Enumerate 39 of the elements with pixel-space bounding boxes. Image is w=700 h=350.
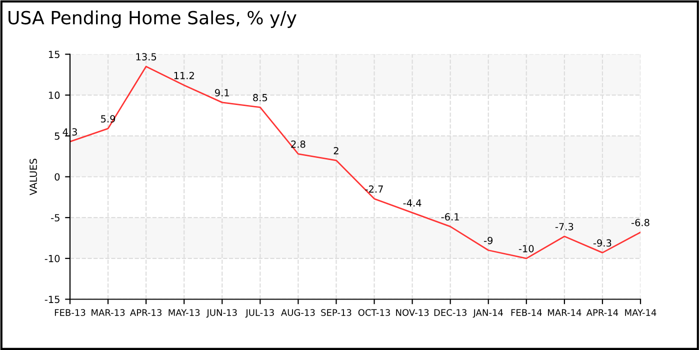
x-tick-label: JUN-13: [206, 309, 237, 318]
y-tick-label: 10: [48, 92, 60, 99]
data-label: 8.5: [253, 94, 268, 102]
x-tick-label: MAR-13: [92, 309, 125, 316]
y-tick-label: -10: [44, 254, 60, 262]
x-tick-label: FEB-14: [511, 309, 542, 316]
data-label: 2: [334, 147, 338, 154]
data-label: -6.1: [441, 213, 459, 221]
data-label: 13.5: [136, 53, 156, 60]
y-tick-label: -15: [44, 296, 60, 304]
data-label: -9: [484, 236, 493, 244]
y-tick-label: -5: [51, 214, 60, 222]
chart-title: USA Pending Home Sales, % y/y: [8, 10, 296, 28]
y-axis-title: VALUES: [30, 158, 37, 196]
data-label: -2.7: [365, 185, 383, 193]
y-tick-label: 0: [54, 173, 60, 181]
x-tick-label: SEP-13: [321, 309, 352, 316]
x-tick-label: AUG-13: [281, 309, 315, 316]
x-tick-label: JAN-14: [472, 309, 503, 318]
data-label: -10: [518, 245, 534, 252]
data-label: -4.4: [403, 199, 422, 206]
x-tick-label: FEB-13: [54, 309, 86, 316]
x-tick-label: OCT-13: [358, 309, 390, 316]
data-label: 9.1: [215, 89, 229, 96]
x-tick-label: MAR-14: [548, 309, 582, 316]
y-tick-label: 5: [54, 132, 60, 140]
x-tick-label: JUL-13: [245, 309, 274, 318]
x-tick-label: DEC-13: [434, 309, 466, 316]
x-tick-label: APR-13: [130, 309, 162, 316]
data-label: 11.2: [174, 72, 194, 80]
data-label: -6.8: [631, 218, 650, 226]
y-tick-label: 15: [48, 50, 60, 58]
x-tick-label: MAY-14: [625, 309, 656, 316]
x-tick-label: NOV-13: [396, 309, 429, 316]
data-label: -7.3: [555, 222, 574, 230]
data-label: 2.8: [291, 140, 306, 148]
x-tick-label: APR-14: [586, 309, 618, 316]
data-label: -9.3: [593, 239, 612, 247]
x-tick-label: MAY-13: [168, 309, 200, 316]
